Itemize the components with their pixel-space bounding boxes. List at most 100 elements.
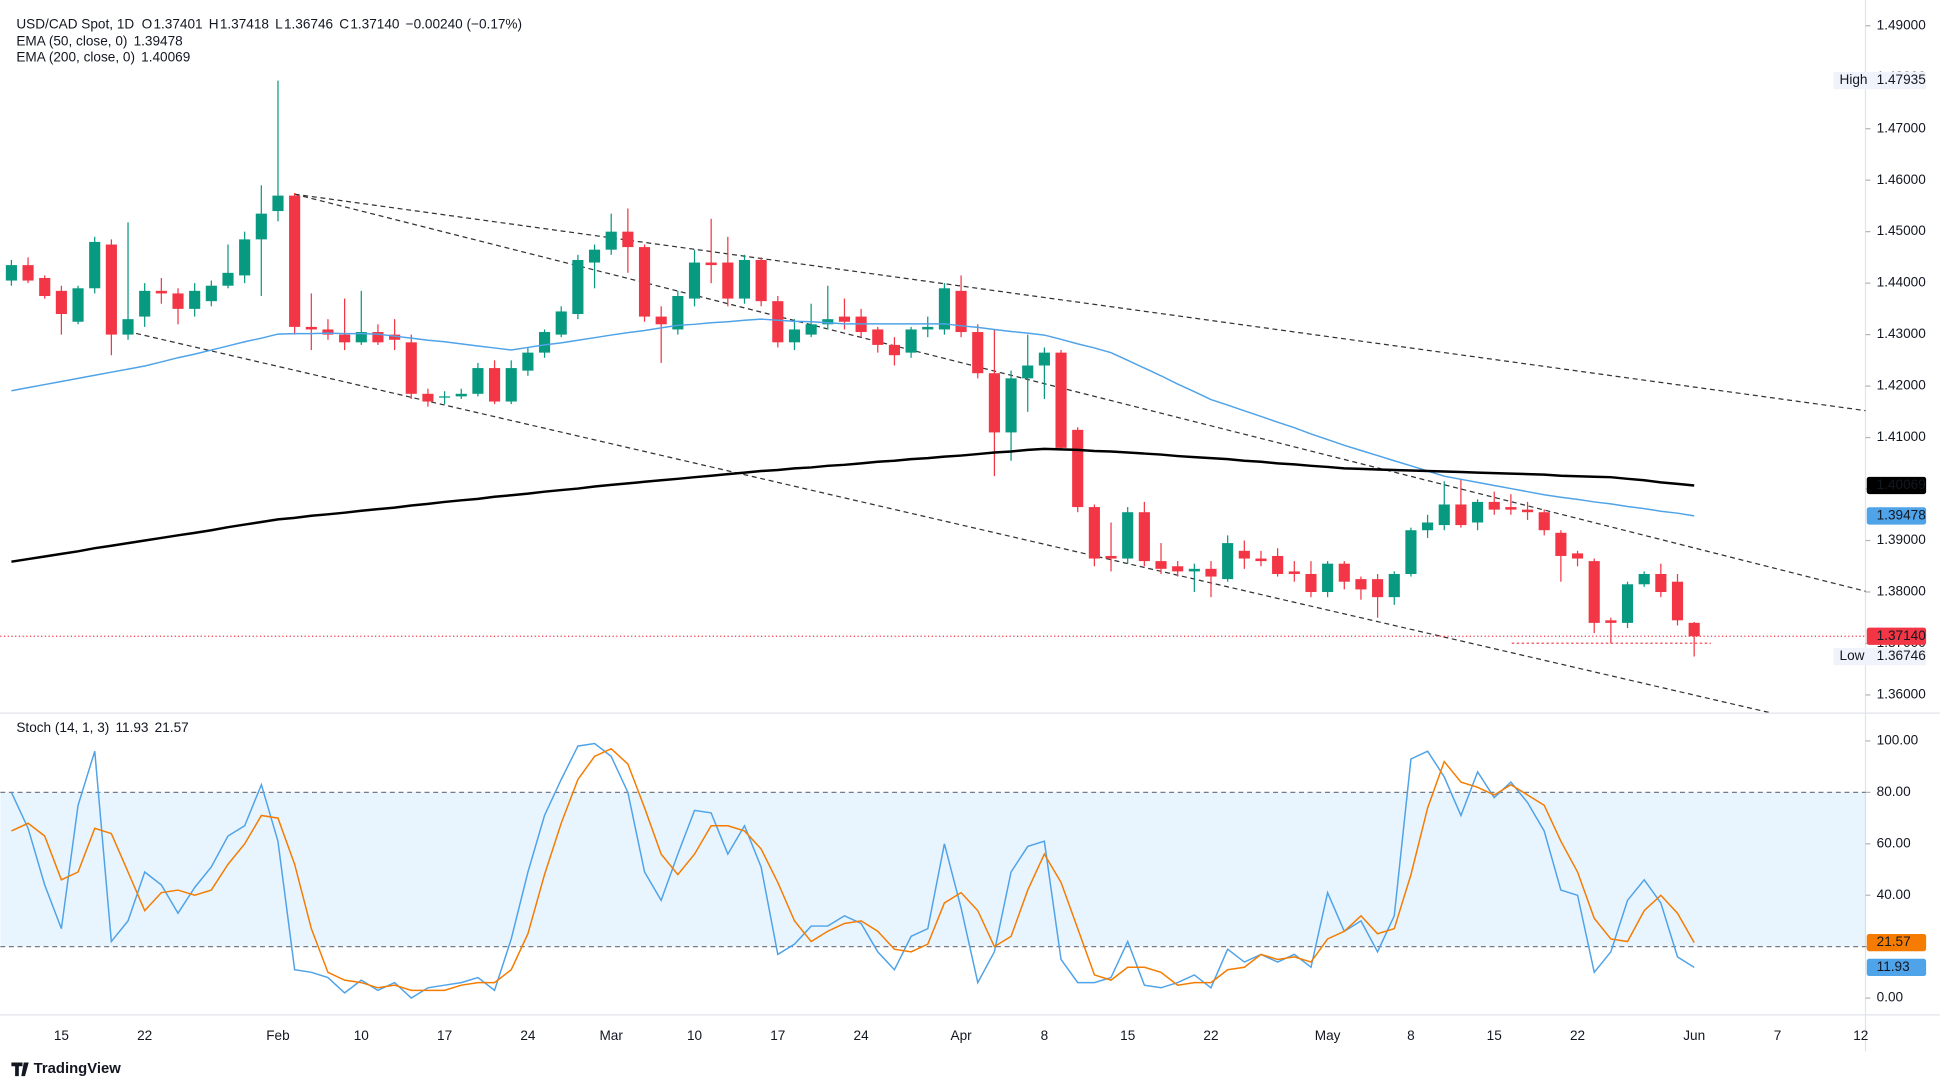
y-tick-label: 60.00: [1877, 835, 1911, 850]
candle-body: [1388, 573, 1400, 598]
legend-text: 1.37418: [220, 16, 269, 31]
x-tick-label: 22: [1203, 1028, 1218, 1043]
candle-body: [1638, 573, 1650, 585]
y-tick-label: 1.41000: [1877, 429, 1927, 444]
candle-body: [372, 332, 384, 343]
candle-body: [622, 231, 634, 248]
y-tick-label: 1.39000: [1877, 532, 1927, 547]
y-tick-label: 80.00: [1877, 784, 1911, 799]
candle-body: [1588, 561, 1600, 623]
price-tag-label: 1.39478: [1877, 508, 1926, 523]
legend-text: 1.37140: [350, 16, 400, 31]
candle-body: [1688, 622, 1700, 637]
trend-line: [127, 330, 1770, 713]
candle-body: [1222, 543, 1234, 580]
candle-body: [139, 290, 151, 317]
stoch-line: [10, 742, 1695, 999]
brand-name: TradingView: [34, 1061, 122, 1077]
candle-body: [455, 393, 467, 397]
legend-text: USD/CAD Spot, 1D: [16, 16, 134, 31]
y-tick-label: 1.38000: [1877, 584, 1927, 599]
candle-body: [5, 265, 17, 281]
candle-body: [289, 195, 301, 327]
candle-body: [305, 326, 317, 330]
y-tick-label: 1.43000: [1877, 326, 1927, 341]
candle-body: [405, 342, 417, 394]
price-tag: [1866, 507, 1927, 525]
candle-body: [39, 277, 51, 296]
candle-body: [888, 344, 901, 356]
candle-body: [772, 301, 784, 343]
candle-body: [1571, 553, 1584, 559]
candle-body: [155, 290, 167, 294]
legend-text: 1.39478: [134, 34, 183, 49]
candle-body: [1322, 563, 1334, 592]
y-tick-label: 1.44000: [1877, 275, 1927, 290]
candle-body: [1005, 378, 1017, 433]
candle-body: [1105, 555, 1117, 559]
candle-body: [572, 259, 584, 315]
candle-body: [588, 249, 601, 263]
low-tag-name: Low: [1840, 648, 1865, 663]
candle-body: [172, 293, 184, 309]
brand-logo: [11, 1062, 29, 1077]
legend-text: Stoch (14, 1, 3): [16, 720, 109, 735]
candle-body: [722, 262, 734, 299]
value-tag-label: 21.57: [1877, 934, 1911, 949]
candle-body: [1188, 568, 1200, 572]
y-tick-label: 1.46000: [1877, 172, 1927, 187]
candle-body: [389, 334, 401, 340]
candle-body: [239, 239, 251, 276]
candle-body: [205, 285, 217, 302]
candle-body: [738, 259, 751, 299]
x-tick-label: 24: [520, 1028, 536, 1043]
candle-body: [1488, 501, 1500, 510]
x-tick-label: 12: [1853, 1028, 1868, 1043]
candle-body: [788, 329, 801, 343]
candle-body: [1205, 568, 1217, 577]
y-tick-label: 40.00: [1877, 887, 1911, 902]
candle-body: [505, 368, 517, 402]
candle-body: [1338, 563, 1350, 582]
candle-body: [1238, 550, 1250, 559]
x-tick-label: 8: [1407, 1028, 1415, 1043]
candle-body: [822, 319, 834, 325]
candle-body: [1605, 620, 1617, 623]
candle-body: [355, 332, 367, 343]
candle-body: [638, 247, 651, 317]
value-tag: [1866, 958, 1927, 977]
y-tick-label: 1.45000: [1877, 223, 1927, 238]
candle-body: [672, 295, 684, 330]
brand: TradingView: [11, 1061, 121, 1077]
candle-body: [1621, 584, 1634, 623]
stoch-line: [11, 747, 1695, 992]
candle-body: [938, 288, 950, 330]
candle-body: [1555, 532, 1567, 556]
ema-line: [11, 447, 1695, 563]
candle-body: [1671, 581, 1684, 621]
legend-text: 11.93: [115, 720, 148, 735]
legend-text: −0.00240 (−0.17%): [406, 16, 522, 31]
legend-text: 21.57: [155, 720, 189, 735]
legend-text: EMA (200, close, 0): [16, 50, 135, 65]
y-tick-label: 1.47000: [1877, 120, 1927, 135]
candle-body: [1155, 561, 1167, 569]
stoch-pane: [0, 742, 1866, 999]
overbought-oversold-band: [0, 792, 1866, 947]
candle-body: [189, 290, 201, 309]
candle-body: [1022, 365, 1034, 379]
x-tick-label: 15: [1120, 1028, 1135, 1043]
trend-lines: [127, 193, 1866, 713]
candle-body: [322, 329, 334, 335]
candle-body: [1138, 512, 1150, 562]
candle-body: [255, 213, 267, 240]
candle-body: [705, 262, 717, 266]
candle-body: [1405, 530, 1417, 574]
x-tick-label: Jun: [1683, 1028, 1705, 1043]
candle-body: [872, 329, 884, 345]
candle-body: [472, 368, 484, 394]
candle-body: [272, 195, 284, 212]
x-tick-label: 10: [687, 1028, 703, 1043]
